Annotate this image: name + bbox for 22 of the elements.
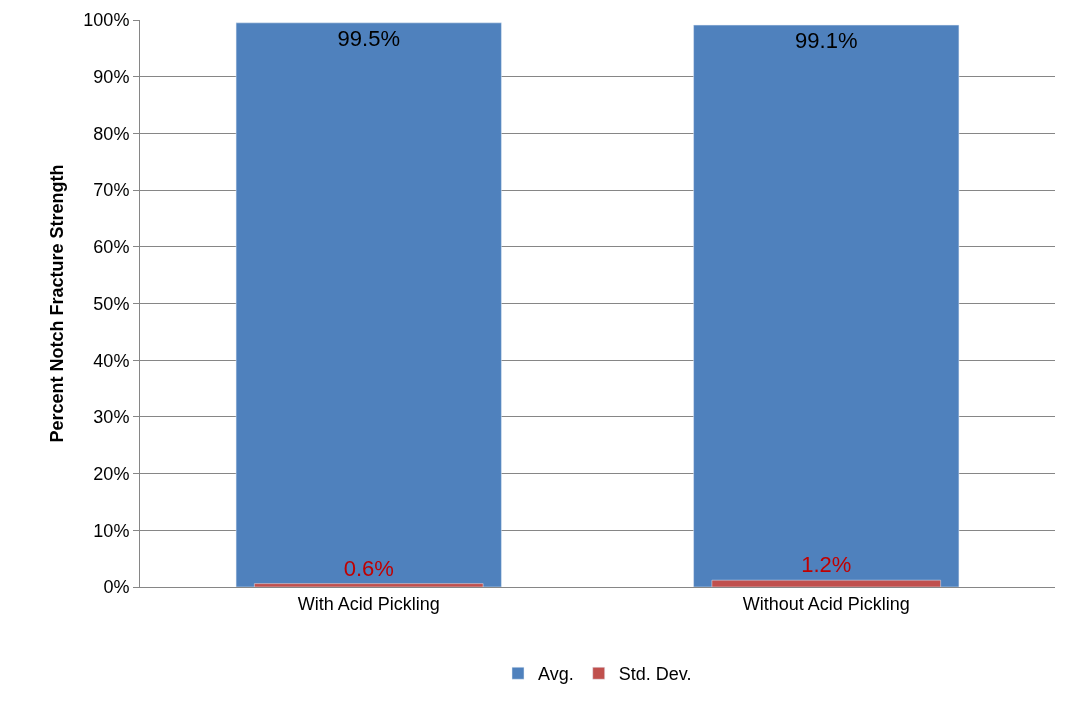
data-label: 99.5% [337,25,400,51]
legend-label: Std. Dev. [618,664,692,685]
y-tick-label: 30% [93,407,130,428]
y-tick-label: 50% [93,293,130,314]
y-tick-label: 10% [93,520,130,541]
y-tick-label: 70% [93,180,130,201]
y-tick-label: 60% [93,237,130,258]
y-tick-label: 100% [83,10,130,31]
y-tick-label: 0% [103,577,130,598]
y-tick-label: 80% [93,123,130,144]
y-axis-title: Percent Notch Fracture Strength [46,164,67,443]
bar [693,24,960,587]
data-label: 0.6% [343,555,394,581]
data-label: 1.2% [801,552,852,578]
x-tick-label: Without Acid Pickling [742,593,910,614]
legend-label: Avg. [538,664,574,685]
bar [235,22,502,587]
y-tick-label: 20% [93,463,130,484]
data-label: 99.1% [795,28,858,54]
y-tick-label: 40% [93,350,130,371]
y-tick-label: 90% [93,67,130,87]
x-tick-label: With Acid Pickling [297,593,440,614]
